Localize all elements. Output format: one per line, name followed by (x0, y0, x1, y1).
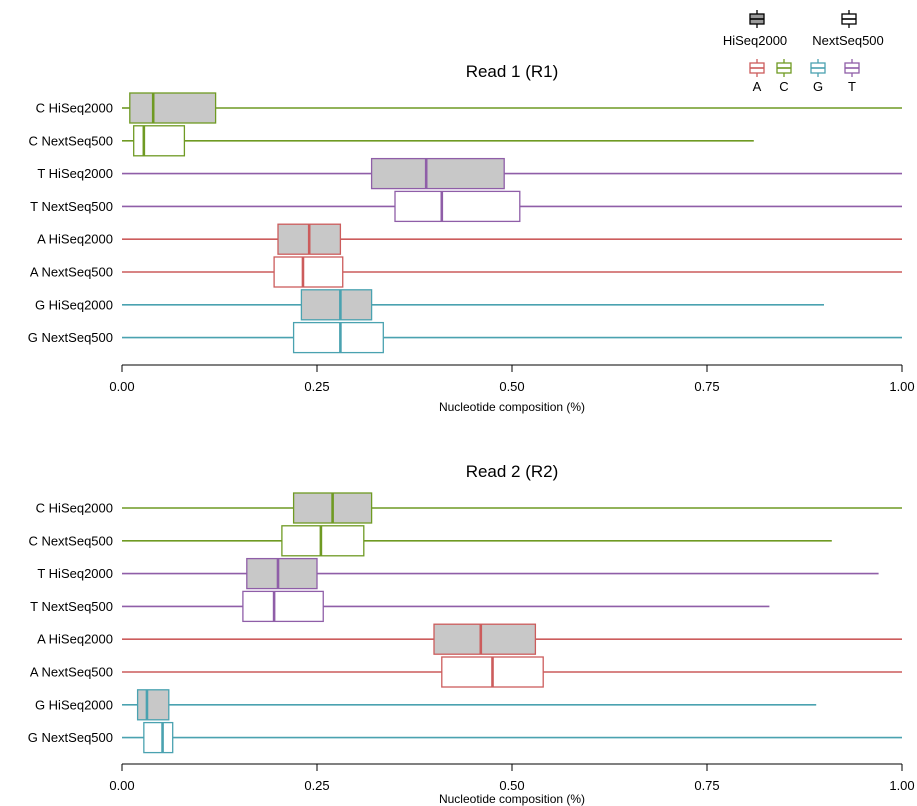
iqr-box (136, 689, 170, 721)
iqr-box (370, 157, 505, 190)
row-label: C NextSeq500 (28, 133, 113, 148)
row-label: T HiSeq2000 (37, 566, 113, 581)
row-label: G NextSeq500 (28, 730, 113, 745)
legend-label: G (813, 79, 823, 94)
box-row: G NextSeq500 (28, 721, 902, 754)
base-c-legend-icon (776, 59, 792, 77)
panel-title: Read 2 (R2) (466, 462, 559, 481)
row-label: A HiSeq2000 (37, 632, 113, 647)
iqr-box (281, 525, 365, 557)
box-row: C HiSeq2000 (36, 92, 902, 124)
iqr-box (129, 92, 217, 124)
iqr-box (394, 190, 521, 223)
box-row: G NextSeq500 (28, 321, 902, 354)
row-label: C HiSeq2000 (36, 101, 113, 116)
row-label: A NextSeq500 (30, 265, 113, 280)
legend-label: HiSeq2000 (723, 33, 787, 48)
box-row: T HiSeq2000 (37, 157, 902, 190)
x-tick-label: 0.75 (694, 379, 719, 394)
iqr-box (300, 289, 373, 321)
box-row: C NextSeq500 (28, 525, 832, 557)
row-label: G HiSeq2000 (35, 297, 113, 312)
base-t-legend-icon (844, 59, 860, 77)
iqr-box (143, 721, 174, 754)
panel-read2: Read 2 (R2) C HiSeq2000 C NextSeq500 T HiS… (28, 462, 915, 806)
row-label: G HiSeq2000 (35, 697, 113, 712)
x-tick-label: 1.00 (889, 379, 914, 394)
x-tick-label: 0.00 (109, 778, 134, 793)
legend-label: T (848, 79, 856, 94)
legend-label: C (779, 79, 788, 94)
box-row: T NextSeq500 (30, 590, 770, 623)
base-a-legend-icon (749, 59, 765, 77)
x-tick-label: 0.50 (499, 778, 524, 793)
nextseq-legend-icon (841, 10, 857, 28)
row-label: A HiSeq2000 (37, 232, 113, 247)
x-tick-label: 0.75 (694, 778, 719, 793)
box-row: A NextSeq500 (30, 256, 902, 288)
x-tick-label: 0.50 (499, 379, 524, 394)
x-tick-label: 1.00 (889, 778, 914, 793)
x-tick-label: 0.25 (304, 379, 329, 394)
box-row: T HiSeq2000 (37, 557, 879, 590)
box-row: C HiSeq2000 (36, 492, 902, 524)
box-row: T NextSeq500 (30, 190, 902, 223)
base-g-legend-icon (810, 59, 826, 77)
x-axis-title: Nucleotide composition (%) (439, 792, 585, 806)
iqr-box (273, 256, 344, 288)
x-axis-title: Nucleotide composition (%) (439, 400, 585, 414)
legend-label: NextSeq500 (812, 33, 884, 48)
row-label: T NextSeq500 (30, 599, 113, 614)
row-label: C NextSeq500 (28, 533, 113, 548)
box-row: A HiSeq2000 (37, 223, 902, 255)
row-label: G NextSeq500 (28, 330, 113, 345)
iqr-box (246, 557, 318, 590)
box-row: C NextSeq500 (28, 125, 754, 157)
legend: HiSeq2000 NextSeq500 A C G T (723, 10, 884, 94)
panel-read1: Read 1 (R1) C HiSeq2000 C NextSeq500 T HiS… (28, 62, 915, 414)
iqr-box (242, 590, 324, 623)
iqr-box (433, 623, 537, 655)
iqr-box (292, 321, 384, 354)
row-label: C HiSeq2000 (36, 501, 113, 516)
legend-label: A (753, 79, 762, 94)
box-row: G HiSeq2000 (35, 689, 817, 721)
box-row: G HiSeq2000 (35, 289, 824, 321)
row-label: T HiSeq2000 (37, 166, 113, 181)
x-tick-label: 0.25 (304, 778, 329, 793)
box-row: A NextSeq500 (30, 656, 902, 688)
panel-title: Read 1 (R1) (466, 62, 559, 81)
x-tick-label: 0.00 (109, 379, 134, 394)
row-label: A NextSeq500 (30, 665, 113, 680)
row-label: T NextSeq500 (30, 199, 113, 214)
iqr-box (133, 125, 186, 157)
box-row: A HiSeq2000 (37, 623, 902, 655)
hiseq-legend-icon (749, 10, 765, 28)
